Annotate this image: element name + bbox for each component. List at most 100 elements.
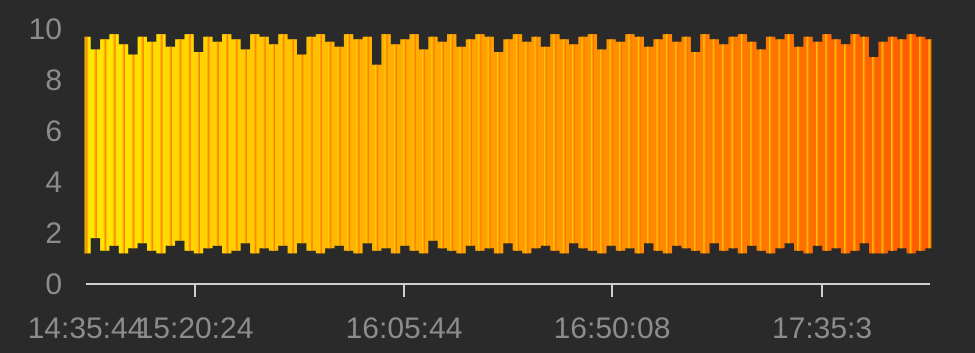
data-range-bar: [103, 39, 107, 251]
data-range-bar: [544, 46, 547, 246]
data-range-bar: [694, 52, 698, 251]
data-range-bar: [590, 34, 594, 251]
data-range-bar: [318, 34, 322, 254]
data-range-bar: [112, 34, 116, 246]
data-range-bar: [272, 44, 276, 251]
data-range-bar: [497, 52, 501, 254]
data-range-bar: [675, 41, 679, 246]
data-range-bar: [197, 52, 200, 254]
data-range-bar: [740, 34, 744, 254]
data-range-bar: [506, 39, 510, 244]
data-range-bar: [928, 39, 932, 249]
y-tick-label: 4: [45, 166, 62, 199]
data-range-bar: [778, 39, 782, 249]
data-range-bar: [262, 36, 266, 249]
data-range-bar: [243, 49, 247, 244]
data-range-bar: [609, 39, 613, 246]
x-tick-label: 16:50:08: [554, 312, 671, 345]
data-range-bar: [290, 39, 294, 254]
plot-area: [84, 34, 932, 254]
data-range-bar: [356, 39, 360, 254]
data-range-bar: [365, 36, 369, 244]
data-range-bar: [309, 36, 313, 251]
data-range-bar: [122, 44, 125, 254]
data-range-bar: [234, 39, 238, 251]
data-range-bar: [581, 36, 585, 249]
data-range-bar: [384, 34, 388, 249]
data-range-bar: [806, 36, 810, 254]
data-range-bar: [731, 36, 735, 249]
data-range-bar: [816, 41, 819, 246]
data-range-bar: [93, 49, 97, 239]
data-range-bar: [140, 36, 144, 244]
data-range-bar: [178, 39, 182, 241]
x-tick-label: 16:05:44: [346, 312, 463, 345]
y-tick-label: 6: [45, 115, 62, 148]
data-range-bar: [215, 41, 219, 246]
data-range-bar: [84, 36, 88, 254]
data-range-bar: [787, 34, 791, 244]
data-range-bar: [187, 34, 191, 251]
data-range-bar: [572, 44, 576, 244]
data-range-bar: [834, 39, 838, 249]
data-range-bar: [225, 34, 229, 254]
data-range-bar: [478, 34, 482, 251]
data-range-bar: [253, 34, 257, 254]
data-range-bar: [412, 34, 416, 251]
data-range-bar: [712, 39, 716, 244]
data-range-bar: [403, 39, 407, 246]
data-range-bar: [515, 34, 519, 251]
data-range-bar: [337, 46, 341, 246]
data-range-bar: [900, 39, 904, 249]
data-range-bar: [394, 44, 397, 254]
data-range-bar: [168, 46, 172, 246]
data-range-bar: [131, 54, 135, 249]
data-range-bar: [862, 36, 866, 244]
data-range-bar: [525, 41, 529, 254]
data-range-bar: [891, 36, 894, 251]
y-axis-labels: 0 2 4 6 8 10: [29, 13, 62, 301]
data-range-bar: [722, 44, 726, 251]
y-tick-label: 0: [45, 268, 62, 301]
data-range-bar: [300, 54, 304, 244]
y-tick-label: 10: [29, 13, 62, 46]
data-range-bar: [919, 36, 923, 251]
x-tick-label: 15:20:24: [137, 312, 254, 345]
data-range-bar: [562, 39, 566, 254]
data-range-bar: [431, 36, 435, 241]
data-range-bar: [825, 34, 829, 251]
data-range-bar: [459, 46, 463, 254]
data-range-bar: [665, 34, 669, 254]
data-range-bar: [150, 41, 154, 251]
data-range-bar: [703, 34, 707, 254]
data-range-bar: [619, 41, 622, 251]
data-range-bar: [347, 34, 351, 251]
data-range-bar: [759, 49, 763, 251]
data-range-bar: [440, 41, 444, 249]
data-range-bar: [684, 36, 688, 249]
data-range-bar: [844, 44, 848, 254]
data-range-bar: [881, 41, 885, 254]
data-range-bar: [872, 57, 876, 254]
data-range-bar: [637, 36, 641, 254]
data-range-bar: [600, 49, 604, 254]
y-tick-label: 8: [45, 64, 62, 97]
data-range-bar: [469, 39, 472, 246]
data-range-bar: [450, 34, 454, 251]
data-range-bar: [553, 34, 557, 251]
data-range-bar: [769, 36, 773, 254]
data-range-bar: [656, 39, 660, 251]
x-tick-label: 17:35:3: [772, 312, 872, 345]
data-range-bar: [628, 34, 632, 249]
data-range-bar: [328, 41, 332, 249]
x-tick-label: 14:35:44: [28, 312, 145, 345]
data-range-bar: [281, 34, 285, 246]
data-range-bar: [750, 41, 754, 246]
data-range-bar: [797, 46, 801, 251]
data-range-bar: [159, 34, 163, 254]
data-range-bar: [375, 64, 379, 251]
data-range-bar: [909, 34, 913, 254]
data-range-bar: [422, 49, 426, 254]
